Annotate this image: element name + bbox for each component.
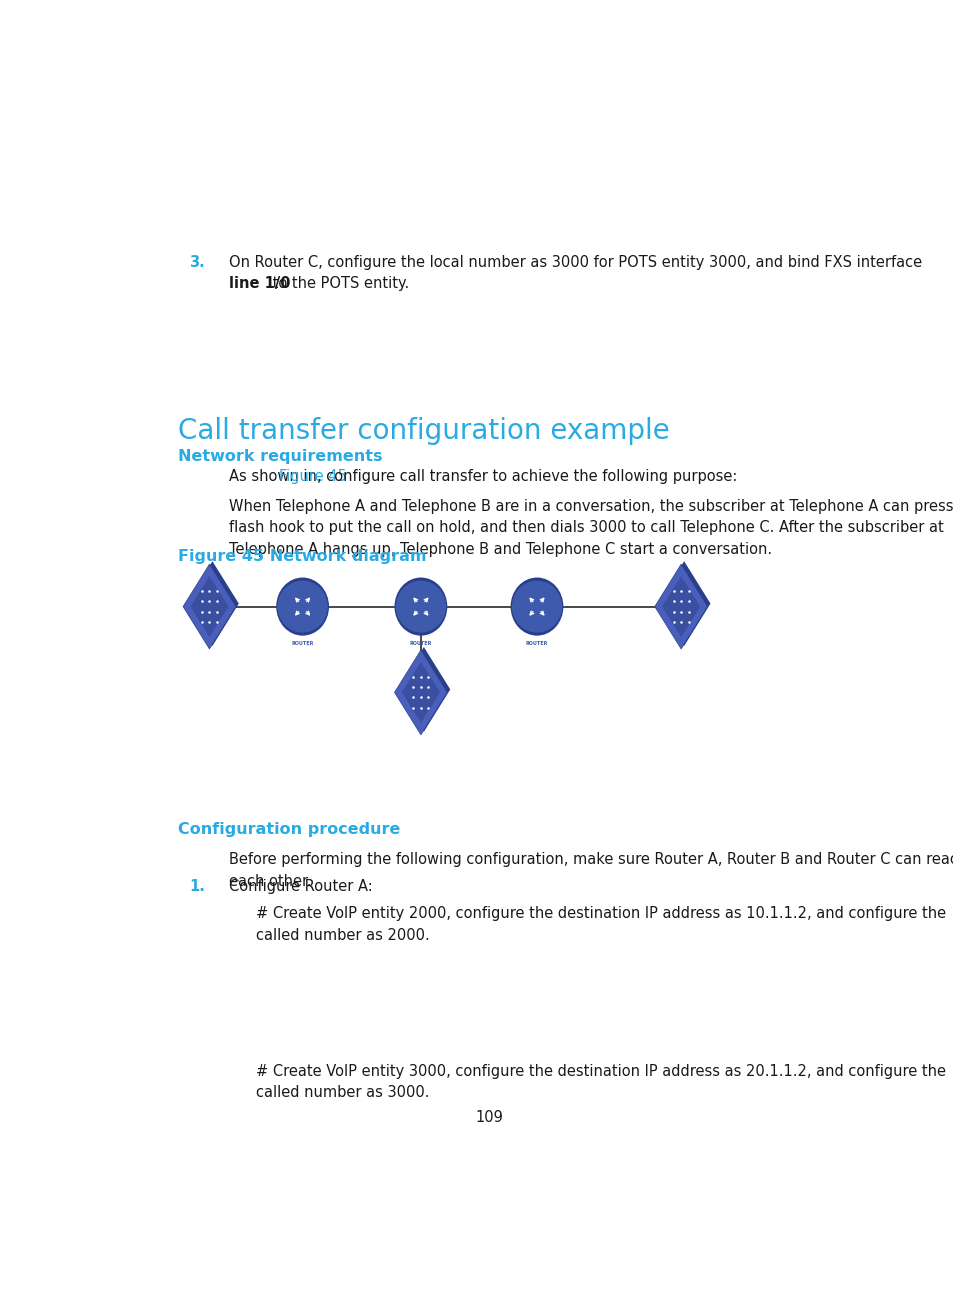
Text: ROUTER: ROUTER xyxy=(409,640,432,645)
Ellipse shape xyxy=(276,578,329,635)
Text: Configure Router A:: Configure Router A: xyxy=(229,879,372,894)
Ellipse shape xyxy=(512,581,561,632)
Ellipse shape xyxy=(510,578,563,635)
Text: 3.: 3. xyxy=(190,255,205,271)
Text: line 1/0: line 1/0 xyxy=(229,276,290,292)
Text: Configuration procedure: Configuration procedure xyxy=(178,822,400,837)
Text: Figure 45: Figure 45 xyxy=(279,469,347,483)
Text: Before performing the following configuration, make sure Router A, Router B and : Before performing the following configur… xyxy=(229,851,953,889)
Polygon shape xyxy=(657,561,710,645)
Text: # Create VoIP entity 3000, configure the destination IP address as 20.1.1.2, and: # Create VoIP entity 3000, configure the… xyxy=(255,1064,945,1100)
Text: 109: 109 xyxy=(475,1111,502,1125)
Polygon shape xyxy=(661,575,700,638)
Ellipse shape xyxy=(395,578,447,635)
Text: Call transfer configuration example: Call transfer configuration example xyxy=(178,417,669,445)
Text: 1.: 1. xyxy=(190,879,205,894)
Ellipse shape xyxy=(277,581,328,632)
Text: ROUTER: ROUTER xyxy=(291,640,314,645)
Polygon shape xyxy=(186,561,238,645)
Polygon shape xyxy=(397,647,450,732)
Text: ROUTER: ROUTER xyxy=(525,640,548,645)
Text: As shown in: As shown in xyxy=(229,469,321,483)
Text: to the POTS entity.: to the POTS entity. xyxy=(268,276,409,292)
Text: # Create VoIP entity 2000, configure the destination IP address as 10.1.1.2, and: # Create VoIP entity 2000, configure the… xyxy=(255,906,945,942)
Text: On Router C, configure the local number as 3000 for POTS entity 3000, and bind F: On Router C, configure the local number … xyxy=(229,255,921,271)
Text: Network requirements: Network requirements xyxy=(178,448,382,464)
Text: When Telephone A and Telephone B are in a conversation, the subscriber at Teleph: When Telephone A and Telephone B are in … xyxy=(229,499,953,557)
Polygon shape xyxy=(401,662,439,723)
Text: , configure call transfer to achieve the following purpose:: , configure call transfer to achieve the… xyxy=(316,469,737,483)
Text: Figure 45 Network diagram: Figure 45 Network diagram xyxy=(178,548,426,564)
Polygon shape xyxy=(191,575,228,638)
Polygon shape xyxy=(183,564,235,649)
Ellipse shape xyxy=(395,581,446,632)
Polygon shape xyxy=(395,651,447,735)
Polygon shape xyxy=(654,564,707,649)
